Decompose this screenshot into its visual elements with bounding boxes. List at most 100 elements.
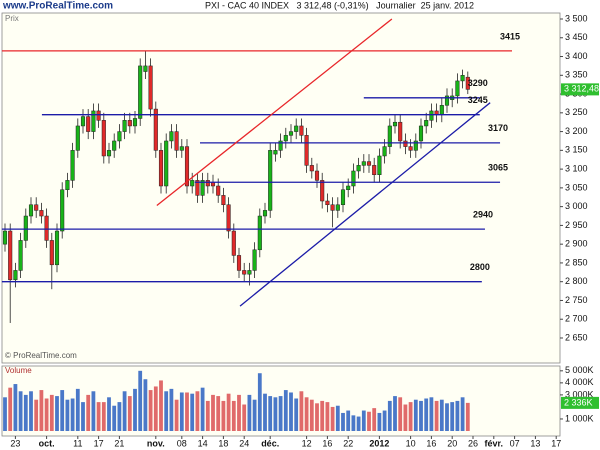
y-tick-label: 5 000K — [565, 365, 594, 375]
volume-bar — [148, 390, 153, 431]
level-label: 3415 — [500, 31, 520, 41]
volume-bar — [55, 396, 59, 431]
volume-bar — [408, 402, 413, 431]
candle-body — [273, 150, 278, 155]
x-tick-label: 10 — [406, 438, 416, 448]
level-label: 3290 — [468, 78, 488, 88]
candle-body — [236, 255, 242, 271]
candle-body — [75, 125, 80, 151]
y-tick-label: 2 700 — [565, 314, 588, 324]
y-tick-label: 3 450 — [565, 32, 588, 42]
candle-body — [8, 230, 13, 281]
x-tick-label: oct. — [39, 438, 55, 448]
volume-bar — [330, 406, 335, 431]
volume-bar — [294, 398, 299, 431]
last-value-box — [561, 396, 599, 409]
volume-bar — [34, 399, 39, 431]
x-tick-label: 11 — [73, 438, 82, 448]
x-tick-label: 17 — [94, 438, 104, 448]
volume-bar — [138, 370, 143, 431]
candle-body — [283, 135, 288, 142]
candle-body — [28, 204, 34, 217]
candle-body — [23, 215, 28, 241]
candle-body — [86, 116, 91, 132]
candle-body — [221, 195, 226, 206]
candle-body — [325, 200, 330, 206]
y-tick-label: 4 000K — [565, 377, 594, 387]
level-label: 2800 — [470, 262, 490, 272]
x-tick-label: 07 — [510, 438, 520, 448]
volume-bar — [153, 386, 158, 431]
candle-body — [13, 270, 18, 281]
volume-bar — [205, 400, 210, 431]
candle-body — [351, 170, 356, 187]
x-tick-label: 2012 — [369, 438, 389, 448]
volume-bar — [445, 403, 449, 431]
candle-body — [403, 140, 408, 147]
candle-body — [361, 161, 366, 166]
y-tick-label: 2 950 — [565, 220, 588, 230]
volume-bar — [39, 390, 44, 431]
candle-body — [153, 108, 158, 151]
x-tick-label: 20 — [447, 438, 457, 448]
volume-bar — [403, 404, 408, 431]
x-tick-label: 13 — [530, 438, 540, 448]
candle-body — [200, 180, 205, 196]
x-tick-label: nov. — [147, 438, 165, 448]
level-label: 3245 — [468, 95, 488, 105]
candle-body — [143, 65, 148, 72]
volume-bar — [226, 393, 231, 431]
x-tick-label: 16 — [322, 438, 332, 448]
candle-body — [262, 210, 268, 217]
site-name: www.ProRealTime.com — [2, 1, 113, 12]
volume-bar — [278, 396, 283, 431]
volume-bar — [320, 400, 325, 431]
candle-body — [294, 125, 299, 132]
y-tick-label: 3 000K — [565, 389, 594, 399]
volume-bar — [13, 384, 18, 431]
candle-body — [314, 170, 320, 181]
volume-bar — [179, 392, 184, 431]
candle-body — [18, 240, 23, 271]
volume-bar — [439, 399, 444, 431]
candle-body — [195, 180, 200, 196]
candle-body — [184, 146, 190, 187]
volume-bar — [101, 402, 106, 431]
level-label: 3170 — [488, 123, 508, 133]
candle-body — [455, 80, 460, 97]
volume-bar — [164, 391, 169, 431]
volume-bar — [112, 405, 117, 431]
candle-body — [387, 125, 392, 147]
panel-label: Prix — [5, 14, 19, 23]
copyright: © ProRealTime.com — [5, 351, 77, 360]
volume-bar — [200, 387, 205, 431]
volume-bar — [325, 402, 330, 431]
y-tick-label: 3 100 — [565, 163, 588, 173]
y-tick-label: 2 850 — [565, 257, 588, 267]
candle-body — [60, 189, 65, 232]
trend-line — [239, 102, 491, 307]
candle-body — [382, 146, 387, 157]
candle-body — [164, 140, 169, 187]
candle-body — [346, 185, 351, 191]
volume-bar — [169, 388, 174, 431]
candle-body — [91, 110, 96, 132]
volume-bar — [107, 397, 111, 431]
x-tick-label: 22 — [343, 438, 353, 448]
volume-bar — [382, 410, 387, 431]
volume-bar — [315, 403, 319, 431]
level-label: 3065 — [488, 163, 508, 173]
y-tick-label: 1 000K — [565, 413, 594, 423]
chart-title: PXI - CAC 40 INDEX 3 312,48 (-0,31%) Jou… — [205, 0, 474, 10]
candle-body — [44, 215, 49, 241]
x-tick-label: 17 — [551, 438, 561, 448]
candle-body — [179, 146, 184, 151]
volume-bar — [8, 387, 13, 431]
candle-body — [65, 180, 70, 191]
volume-bar — [367, 411, 371, 431]
y-tick-label: 2 750 — [565, 295, 588, 305]
x-tick-label: 26 — [468, 438, 478, 448]
last-value-box — [561, 83, 599, 96]
volume-bar — [257, 373, 262, 431]
x-tick-label: 18 — [218, 438, 228, 448]
